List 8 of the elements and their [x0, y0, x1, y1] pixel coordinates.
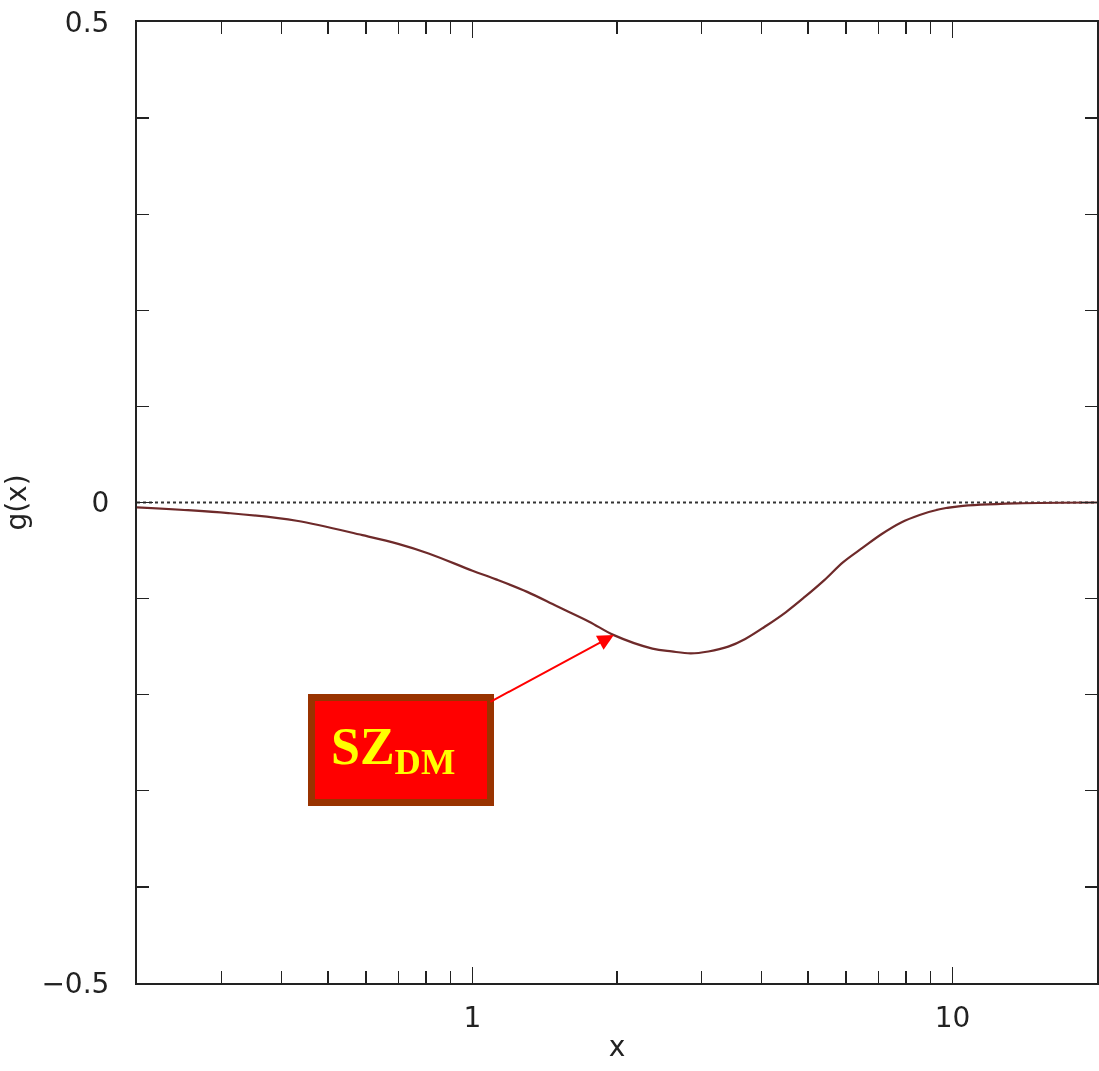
x-tick-label: 1 — [463, 1000, 482, 1034]
y-tick-label: −0.5 — [41, 966, 110, 1000]
y-tick-label: 0 — [91, 486, 110, 520]
y-tick-label: 0.5 — [64, 5, 110, 39]
x-tick-label: 10 — [934, 1000, 971, 1034]
annotation: SZ$_{DM}$ — [331, 717, 456, 783]
y-axis-title: g(x) — [0, 474, 33, 531]
x-axis-title: x — [608, 1030, 626, 1064]
